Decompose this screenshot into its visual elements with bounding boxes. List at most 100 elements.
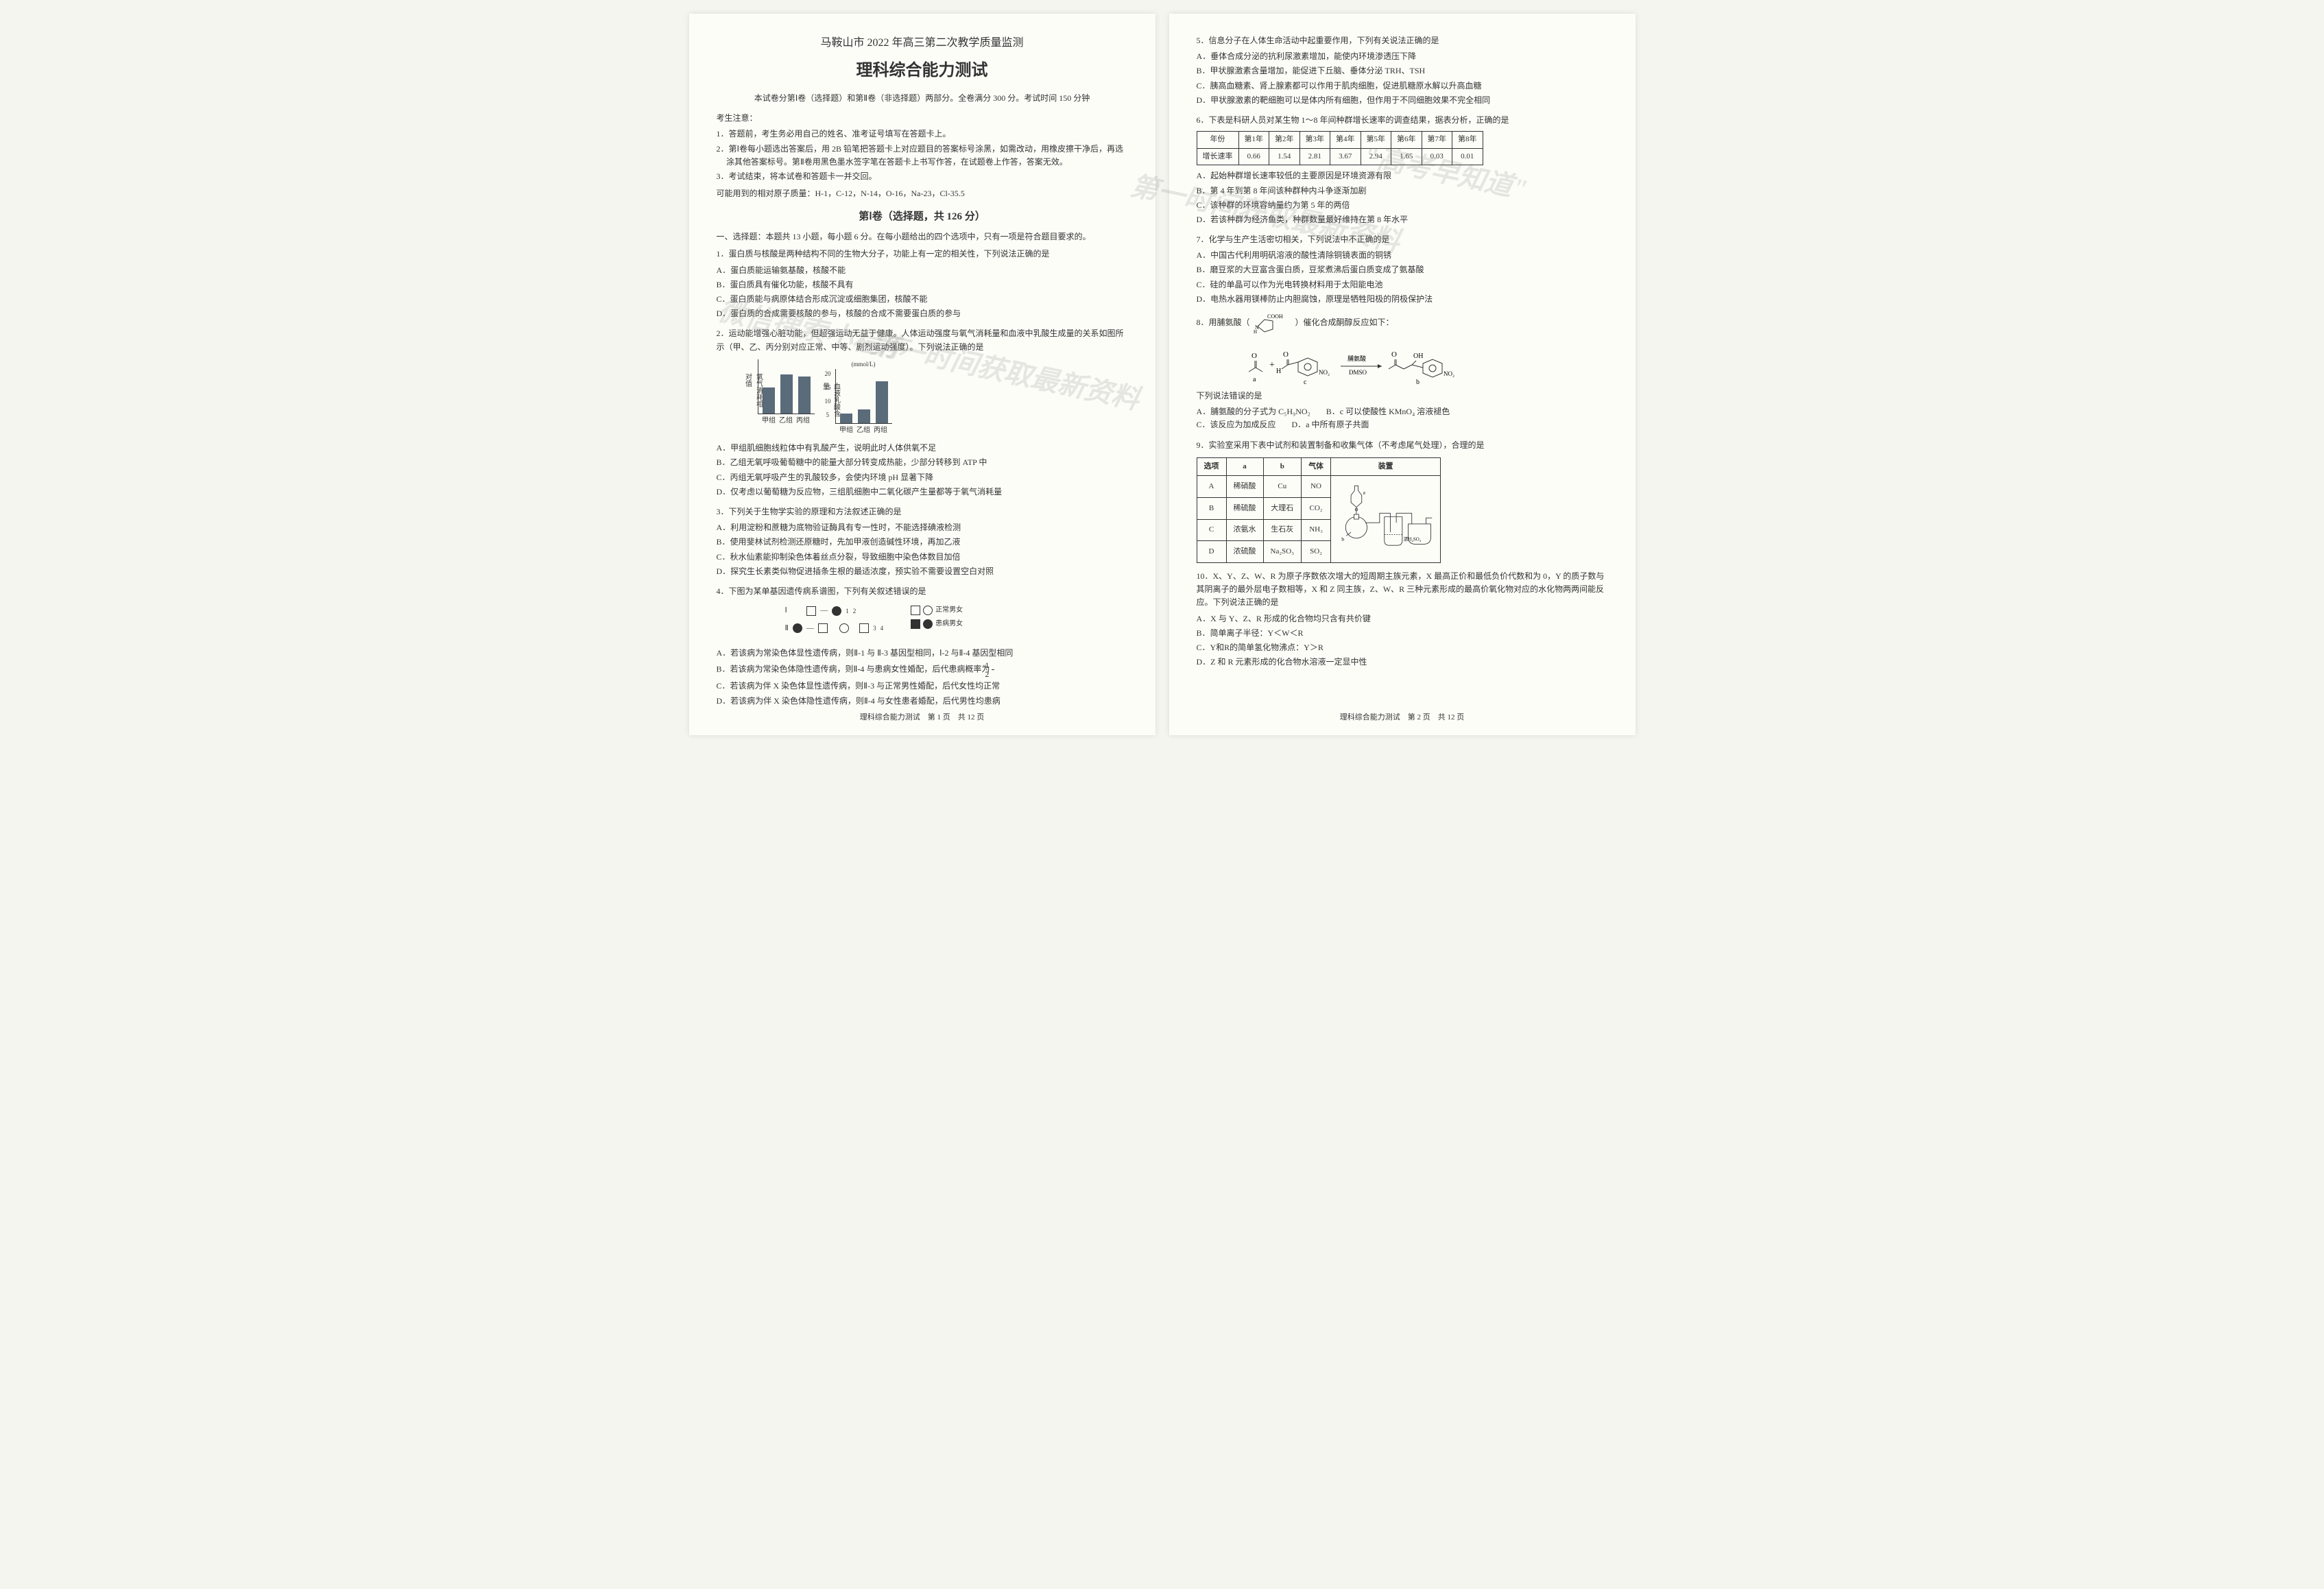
q1-option-a: A．蛋白质能运输氨基酸，核酸不能 xyxy=(717,264,1128,277)
q9-r2-2: 生石灰 xyxy=(1263,519,1302,541)
q2-chart1-cat-3: 丙组 xyxy=(796,417,810,425)
q9-r0-0: A xyxy=(1197,476,1226,498)
q5-option-d: D．甲状腺激素的靶细胞可以是体内所有细胞，但作用于不同细胞效果不完全相同 xyxy=(1197,94,1608,107)
q8-label-a: a xyxy=(1253,376,1256,383)
q3-option-a: A．利用淀粉和蔗糖为底物验证酶具有专一性时，不能选择碘液检测 xyxy=(717,521,1128,534)
q9-r3-3: SO₂ xyxy=(1302,541,1331,563)
q8-option-d: D．a 中所有原子共面 xyxy=(1292,418,1369,431)
q6-th-4: 第4年 xyxy=(1330,132,1361,149)
svg-text:H: H xyxy=(1254,329,1257,333)
q4-b-den: 2 xyxy=(992,670,994,678)
question-3: 3．下列关于生物学实验的原理和方法叙述正确的是 A．利用淀粉和蔗糖为底物验证酶具… xyxy=(717,505,1128,578)
ped-i-2 xyxy=(832,606,841,616)
q5-stem: 5．信息分子在人体生命活动中起重要作用，下列有关说法正确的是 xyxy=(1197,34,1608,47)
q4-stem: 4．下图为某单基因遗传病系谱图，下列有关叙述错误的是 xyxy=(717,585,1128,598)
q9-r1-1: 稀硫酸 xyxy=(1226,497,1263,519)
q8-option-a: A．脯氨酸的分子式为 C₅H₉NO₂ xyxy=(1197,405,1310,418)
q8-reaction-scheme: O a + O H NO₂ c 脯氨酸 DMSO O O xyxy=(1245,337,1560,385)
q8-option-c: C．该反应为加成反应 xyxy=(1197,418,1276,431)
page-2: 第一时间获取最新资料 "高考早知道" 5．信息分子在人体生命活动中起重要作用，下… xyxy=(1169,14,1636,735)
q8-stem-post: ）催化合成酮醇反应如下： xyxy=(1295,318,1394,327)
question-8: 8．用脯氨酸（ COOH N H ）催化合成酮醇反应如下： O a + O H xyxy=(1197,313,1608,432)
svg-text:+: + xyxy=(1269,360,1275,370)
q9-r2-3: NH₃ xyxy=(1302,519,1331,541)
notice-header: 考生注意： xyxy=(717,112,1128,125)
q6-option-d: D．若该种群为经济鱼类，种群数量最好维持在第 8 年水平 xyxy=(1197,213,1608,226)
question-5: 5．信息分子在人体生命活动中起重要作用，下列有关说法正确的是 A．垂体合成分泌的… xyxy=(1197,34,1608,107)
q7-option-a: A．中国古代利用明矾溶液的酸性清除铜镜表面的铜锈 xyxy=(1197,249,1608,262)
ped-num-3: 3 xyxy=(873,623,876,633)
q9-r0-2: Cu xyxy=(1263,476,1302,498)
q4-option-d: D．若该病为伴 X 染色体隐性遗传病，则Ⅱ-4 与女性患者婚配，后代男性均患病 xyxy=(717,695,1128,708)
question-1: 1．蛋白质与核酸是两种结构不同的生物大分子，功能上有一定的相关性，下列说法正确的… xyxy=(717,248,1128,320)
q6-v-7: 0.01 xyxy=(1452,148,1483,165)
section-1-header: 第Ⅰ卷（选择题，共 126 分） xyxy=(717,208,1128,225)
q9-r2-0: C xyxy=(1197,519,1226,541)
q9-r1-2: 大理石 xyxy=(1263,497,1302,519)
svg-text:脯氨酸: 脯氨酸 xyxy=(1347,355,1366,362)
apparatus-label-b: b xyxy=(1341,536,1344,542)
exam-meta: 本试卷分第Ⅰ卷（选择题）和第Ⅱ卷（非选择题）两部分。全卷满分 300 分。考试时… xyxy=(717,92,1128,105)
q9-r3-1: 浓硫酸 xyxy=(1226,541,1263,563)
question-6: 6．下表是科研人员对某生物 1～8 年间种群增长速率的调查结果，据表分析，正确的… xyxy=(1197,114,1608,226)
q2-chart1-cat-2: 乙组 xyxy=(779,417,793,425)
q9-r1-0: B xyxy=(1197,497,1226,519)
pedigree-diagram: Ⅰ — 1 2 Ⅱ — 3 4 xyxy=(785,605,1128,640)
q6-th-1: 第1年 xyxy=(1238,132,1269,149)
q6-th-0: 年份 xyxy=(1197,132,1238,149)
svg-text:OH: OH xyxy=(1413,353,1423,360)
ped-num-2: 2 xyxy=(853,606,856,616)
q6-stem: 6．下表是科研人员对某生物 1～8 年间种群增长速率的调查结果，据表分析，正确的… xyxy=(1197,114,1608,127)
ped-num-1: 1 xyxy=(846,606,849,616)
q2-chart2-tick-5: 5 xyxy=(826,410,830,420)
q6-option-b: B．第 4 年到第 8 年间该种群种内斗争逐渐加剧 xyxy=(1197,184,1608,198)
q6-v-3: 3.67 xyxy=(1330,148,1361,165)
q1-stem: 1．蛋白质与核酸是两种结构不同的生物大分子，功能上有一定的相关性，下列说法正确的… xyxy=(717,248,1128,261)
ped-ii-1 xyxy=(793,623,802,633)
q2-chart2-tick-15: 15 xyxy=(825,383,831,392)
q9-h-1: a xyxy=(1226,457,1263,476)
title-main: 马鞍山市 2022 年高三第二次教学质量监测 xyxy=(717,34,1128,52)
q10-option-b: B．简单离子半径：Y＜W＜R xyxy=(1197,627,1608,640)
q2-chart2-unit: (mmol/L) xyxy=(835,359,892,369)
q9-stem: 9．实验室采用下表中试剂和装置制备和收集气体（不考虑尾气处理），合理的是 xyxy=(1197,439,1608,452)
q9-h-4: 装置 xyxy=(1331,457,1441,476)
q3-option-b: B．使用斐林试剂检测还原糖时，先加甲液创造碱性环境，再加乙液 xyxy=(717,536,1128,549)
q6-v-2: 2.81 xyxy=(1299,148,1330,165)
q10-option-d: D．Z 和 R 元素形成的化合物水溶液一定显中性 xyxy=(1197,656,1608,669)
footer-page-2: 理科综合能力测试 第 2 页 共 12 页 xyxy=(1169,712,1636,724)
q8-label-b: b xyxy=(1416,379,1419,385)
q7-option-d: D．电热水器用镁棒防止内胆腐蚀，原理是牺牲阳极的阴极保护法 xyxy=(1197,293,1608,306)
apparatus-diagram: a b 浓H₂SO₄ xyxy=(1338,479,1433,555)
q2-chart1-bar-3 xyxy=(798,377,811,414)
q8-nitro-1: NO₂ xyxy=(1319,369,1330,376)
svg-text:O: O xyxy=(1251,352,1257,360)
q4-b-text: B．若该病为常染色体隐性遗传病，则Ⅱ-4 与患病女性婚配，后代患病概率为 xyxy=(717,665,990,674)
atomic-masses: 可能用到的相对原子质量：H-1，C-12，N-14，O-16，Na-23，Cl-… xyxy=(717,187,1128,200)
q2-chart1-cat-1: 甲组 xyxy=(762,417,776,425)
q2-option-c: C．丙组无氧呼吸产生的乳酸较多，会使内环境 pH 显著下降 xyxy=(717,471,1128,484)
q9-r3-2: Na₂SO₃ xyxy=(1263,541,1302,563)
page-1: 微信搜索小程序 第一时间获取最新资料 马鞍山市 2022 年高三第二次教学质量监… xyxy=(689,14,1155,735)
question-2: 2．运动能增强心脏功能，但超强运动无益于健康。人体运动强度与氧气消耗量和血液中乳… xyxy=(717,327,1128,499)
q6-option-a: A．起始种群增长速率较低的主要原因是环境资源有限 xyxy=(1197,169,1608,182)
q4-option-a: A．若该病为常染色体显性遗传病，则Ⅱ-1 与 Ⅱ-3 基因型相同，Ⅰ-2 与Ⅱ-… xyxy=(717,647,1128,660)
gen1-label: Ⅰ xyxy=(785,605,787,617)
q2-chart1-bar-2 xyxy=(780,374,793,414)
q3-stem: 3．下列关于生物学实验的原理和方法叙述正确的是 xyxy=(717,505,1128,518)
q6-v-1: 1.54 xyxy=(1269,148,1300,165)
q9-apparatus-cell: a b 浓H₂SO₄ xyxy=(1331,476,1441,563)
q2-chart1-ylabel: 氧气消耗相对值 xyxy=(742,373,764,414)
q9-table: 选项 a b 气体 装置 A 稀硝酸 Cu NO a xyxy=(1197,457,1441,563)
q6-th-5: 第5年 xyxy=(1361,132,1391,149)
notice-item-2: 2．第Ⅰ卷每小题选出答案后，用 2B 铅笔把答题卡上对应题目的答案标号涂黑，如需… xyxy=(717,143,1128,169)
q4-option-c: C．若该病为伴 X 染色体显性遗传病，则Ⅱ-3 与正常男性婚配，后代女性均正常 xyxy=(717,680,1128,693)
ped-ii-4 xyxy=(859,623,869,633)
q6-v-0: 0.66 xyxy=(1238,148,1269,165)
q9-h-0: 选项 xyxy=(1197,457,1226,476)
q2-stem: 2．运动能增强心脏功能，但超强运动无益于健康。人体运动强度与氧气消耗量和血液中乳… xyxy=(717,327,1128,353)
q10-option-a: A．X 与 Y、Z、R 形成的化合物均只含有共价键 xyxy=(1197,612,1608,625)
q2-option-d: D．仅考虑以葡萄糖为反应物，三组肌细胞中二氧化碳产生量都等于氧气消耗量 xyxy=(717,486,1128,499)
q2-chart2-cat-2: 乙组 xyxy=(856,427,870,434)
q5-option-c: C．胰高血糖素、肾上腺素都可以作用于肌肉细胞，促进肌糖原水解以升高血糖 xyxy=(1197,80,1608,93)
